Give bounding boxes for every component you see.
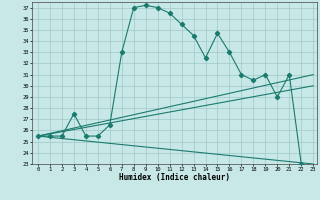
X-axis label: Humidex (Indice chaleur): Humidex (Indice chaleur) bbox=[119, 173, 230, 182]
